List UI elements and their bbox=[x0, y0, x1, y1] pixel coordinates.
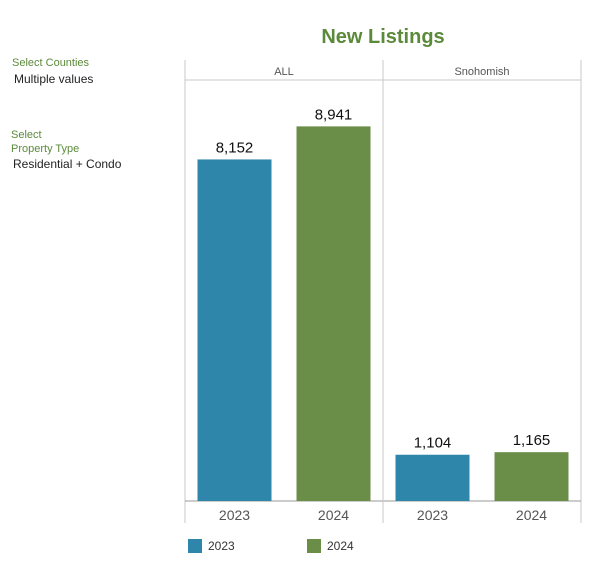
county-filter-value[interactable]: Multiple values bbox=[14, 72, 94, 86]
bar-snohomish-2023 bbox=[395, 454, 470, 501]
data-label-snohomish-2024: 1,165 bbox=[513, 432, 551, 449]
x-tick-label-snohomish-2024: 2024 bbox=[516, 507, 547, 523]
data-label-all-2023: 8,152 bbox=[216, 139, 254, 156]
legend-label-2023: 2023 bbox=[208, 539, 235, 553]
county-filter-label: Select Counties bbox=[12, 57, 90, 69]
property-type-filter-label-line2: Property Type bbox=[11, 143, 80, 155]
x-tick-label-all-2023: 2023 bbox=[219, 507, 250, 523]
legend-label-2024: 2024 bbox=[327, 539, 354, 553]
data-label-all-2024: 8,941 bbox=[315, 106, 353, 123]
legend-swatch-2024 bbox=[307, 539, 321, 553]
bar-all-2024 bbox=[296, 126, 371, 501]
data-label-snohomish-2023: 1,104 bbox=[414, 435, 452, 452]
panel-header-all: ALL bbox=[274, 66, 294, 78]
bar-snohomish-2024 bbox=[494, 452, 569, 501]
property-type-filter-value[interactable]: Residential + Condo bbox=[13, 157, 122, 171]
property-type-filter-label-line1: Select bbox=[11, 129, 42, 141]
x-tick-label-all-2024: 2024 bbox=[318, 507, 349, 523]
legend-swatch-2023 bbox=[188, 539, 202, 553]
bar-all-2023 bbox=[197, 159, 272, 501]
x-tick-label-snohomish-2023: 2023 bbox=[417, 507, 448, 523]
panel-header-snohomish: Snohomish bbox=[454, 66, 509, 78]
chart-title: New Listings bbox=[321, 26, 445, 48]
legend-item-2024[interactable]: 2024 bbox=[307, 539, 354, 553]
legend-item-2023[interactable]: 2023 bbox=[188, 539, 235, 553]
